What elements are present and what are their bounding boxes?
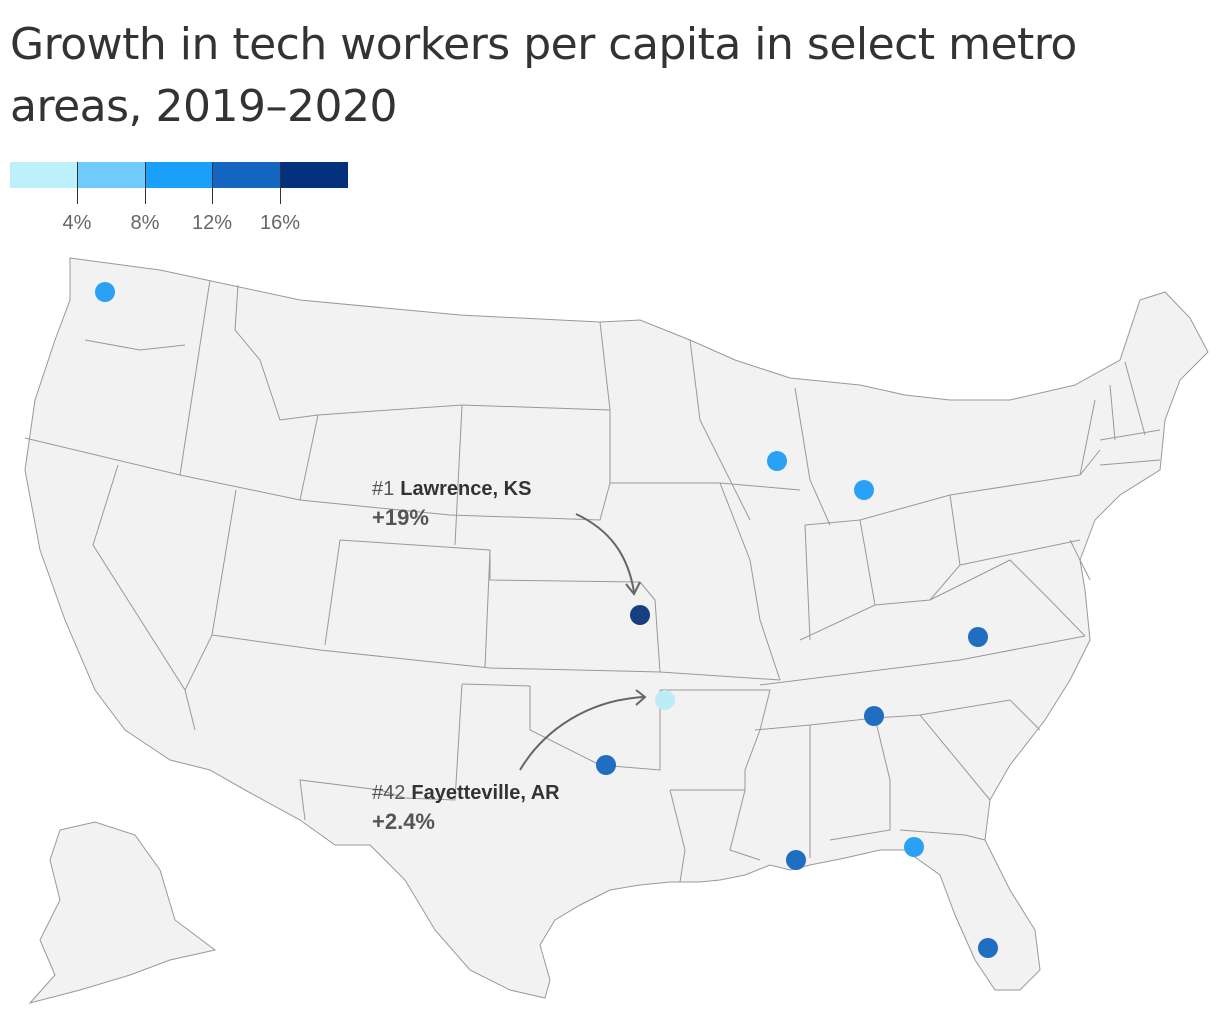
border-line [324, 539, 341, 646]
metro-dot-michigan[interactable] [854, 480, 874, 500]
border-line [211, 634, 781, 681]
alaska-landmass [28, 821, 217, 1004]
border-line [1099, 459, 1161, 466]
annotation-fayetteville: #42 Fayetteville, AR +2.4% [372, 782, 560, 835]
border-line [660, 689, 771, 791]
border-line [461, 683, 661, 771]
border-line [599, 321, 611, 411]
legend-swatch-1 [10, 162, 77, 188]
border-line [919, 699, 1041, 731]
contiguous-us-landmass [24, 257, 1209, 999]
metro-dot-texas[interactable] [596, 755, 616, 775]
legend-tick-mark-3 [212, 162, 213, 204]
legend-swatch-5 [280, 162, 348, 188]
lawrence-arrowhead [625, 581, 641, 596]
metro-dot-fayetteville-ar[interactable] [655, 690, 675, 710]
metro-dots [95, 282, 998, 958]
border-line [1124, 361, 1146, 436]
legend-tick-mark-4 [280, 162, 281, 204]
metro-dot-tennessee[interactable] [864, 706, 884, 726]
border-line [317, 404, 463, 546]
border-line [929, 559, 1086, 637]
legend-swatch-3 [145, 162, 212, 188]
state-borders [24, 279, 1161, 883]
legend-tick-label-12pct: 12% [191, 212, 233, 234]
border-line [719, 482, 801, 491]
annotation-lawrence: #1 Lawrence, KS +19% [372, 478, 531, 531]
lawrence-arrow-curve [575, 513, 635, 593]
border-line [234, 284, 319, 501]
legend-tick-label-8pct: 8% [130, 212, 160, 234]
border-line [689, 339, 751, 521]
border-line [859, 494, 1081, 566]
chart-title: Growth in tech workers per capita in sel… [10, 19, 1077, 132]
land-shapes [24, 257, 1209, 1004]
metro-dot-louisiana[interactable] [786, 850, 806, 870]
legend-tick-mark-1 [77, 162, 78, 204]
border-line [809, 717, 891, 841]
border-line [759, 635, 1086, 686]
border-line [794, 387, 831, 526]
border-line [179, 279, 211, 476]
metro-dot-washington[interactable] [95, 282, 115, 302]
color-legend: 4% 8% 12% 16% [10, 162, 350, 242]
border-line [1079, 399, 1096, 476]
legend-tick-label-16pct: 16% [259, 212, 301, 234]
border-line [1099, 429, 1161, 441]
annotation-fayetteville-rank: #42 [372, 782, 406, 804]
us-map [0, 240, 1220, 1018]
annotation-fayetteville-name: Fayetteville, AR [411, 782, 560, 804]
legend-swatch-4 [212, 162, 280, 188]
fayetteville-arrow-curve [519, 696, 645, 771]
annotation-lawrence-rank: #1 [372, 478, 395, 500]
border-line [729, 789, 761, 861]
legend-tick-mark-2 [145, 162, 146, 204]
metro-dot-virginia[interactable] [968, 627, 988, 647]
border-line [484, 549, 491, 669]
annotation-lawrence-name: Lawrence, KS [400, 478, 532, 500]
border-line [804, 524, 811, 641]
border-line [184, 489, 237, 731]
legend-swatch-2 [77, 162, 145, 188]
border-line [339, 539, 641, 583]
border-line [84, 339, 186, 351]
annotation-arrows [519, 513, 647, 771]
legend-tick-label-4pct: 4% [62, 212, 92, 234]
metro-dot-wisconsin[interactable] [767, 451, 787, 471]
border-line [92, 464, 186, 691]
border-line [899, 829, 986, 841]
metro-dot-florida-panhandle[interactable] [904, 837, 924, 857]
annotation-lawrence-value: +19% [372, 505, 429, 530]
annotation-fayetteville-value: +2.4% [372, 809, 435, 834]
metro-dot-lawrence-ks[interactable] [630, 605, 650, 625]
map-svg [24, 257, 1209, 1004]
border-line [639, 581, 661, 673]
border-line [1069, 539, 1091, 581]
fayetteville-arrowhead [635, 689, 647, 706]
metro-dot-south-florida[interactable] [978, 938, 998, 958]
border-line [299, 683, 463, 821]
border-line [719, 482, 781, 681]
border-line [669, 789, 686, 883]
border-line [799, 564, 961, 641]
border-line [1109, 384, 1116, 441]
